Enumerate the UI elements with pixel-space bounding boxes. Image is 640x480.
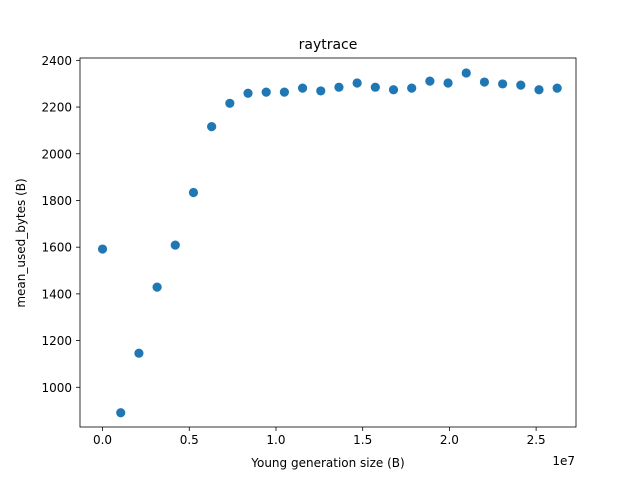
data-points bbox=[97, 68, 562, 418]
data-point bbox=[243, 88, 253, 98]
x-axis-ticks: 0.0 0.5 1.0 1.5 2.0 2.5 bbox=[93, 427, 546, 447]
x-tick-label: 1.5 bbox=[353, 433, 372, 447]
data-point bbox=[334, 82, 344, 92]
data-point bbox=[152, 282, 162, 292]
x-tick-label: 2.0 bbox=[440, 433, 459, 447]
y-axis-label: mean_used_bytes (B) bbox=[14, 178, 28, 307]
y-tick-label: 1600 bbox=[41, 241, 72, 255]
x-tick-label: 1.0 bbox=[266, 433, 285, 447]
data-point bbox=[134, 348, 144, 358]
data-point bbox=[498, 79, 508, 89]
y-tick-label: 1800 bbox=[41, 194, 72, 208]
data-point bbox=[170, 240, 180, 250]
x-tick-label: 2.5 bbox=[527, 433, 546, 447]
data-point bbox=[388, 85, 399, 95]
y-tick-label: 2400 bbox=[41, 54, 72, 68]
axes-frame bbox=[79, 57, 577, 428]
data-point bbox=[370, 82, 380, 92]
data-point bbox=[297, 83, 308, 93]
y-tick-label: 1000 bbox=[41, 381, 72, 395]
data-point bbox=[97, 244, 108, 254]
data-point bbox=[479, 77, 490, 87]
y-tick-label: 1200 bbox=[41, 334, 72, 348]
data-point bbox=[443, 78, 453, 88]
chart-title: raytrace bbox=[299, 37, 358, 53]
x-axis-offset-text: 1e7 bbox=[552, 454, 575, 468]
x-axis-label: Young generation size (B) bbox=[250, 456, 404, 470]
x-tick-label: 0.0 bbox=[93, 433, 112, 447]
data-point bbox=[316, 86, 326, 96]
data-point bbox=[261, 87, 271, 97]
data-point bbox=[279, 87, 289, 97]
data-point bbox=[352, 78, 362, 88]
y-axis-ticks: 1000 1200 1400 1600 1800 2000 2200 2400 bbox=[41, 54, 80, 395]
y-tick-label: 1400 bbox=[41, 287, 72, 301]
data-point bbox=[552, 83, 562, 93]
data-point bbox=[225, 98, 235, 108]
data-point bbox=[116, 408, 126, 418]
data-point bbox=[461, 68, 471, 78]
data-point bbox=[407, 83, 417, 93]
x-tick-label: 0.5 bbox=[180, 433, 199, 447]
y-tick-label: 2000 bbox=[41, 147, 72, 161]
data-point bbox=[188, 187, 199, 198]
data-point bbox=[425, 76, 435, 86]
data-point bbox=[516, 80, 526, 90]
data-point bbox=[207, 122, 217, 132]
y-tick-label: 2200 bbox=[41, 101, 72, 115]
data-point bbox=[534, 85, 544, 95]
